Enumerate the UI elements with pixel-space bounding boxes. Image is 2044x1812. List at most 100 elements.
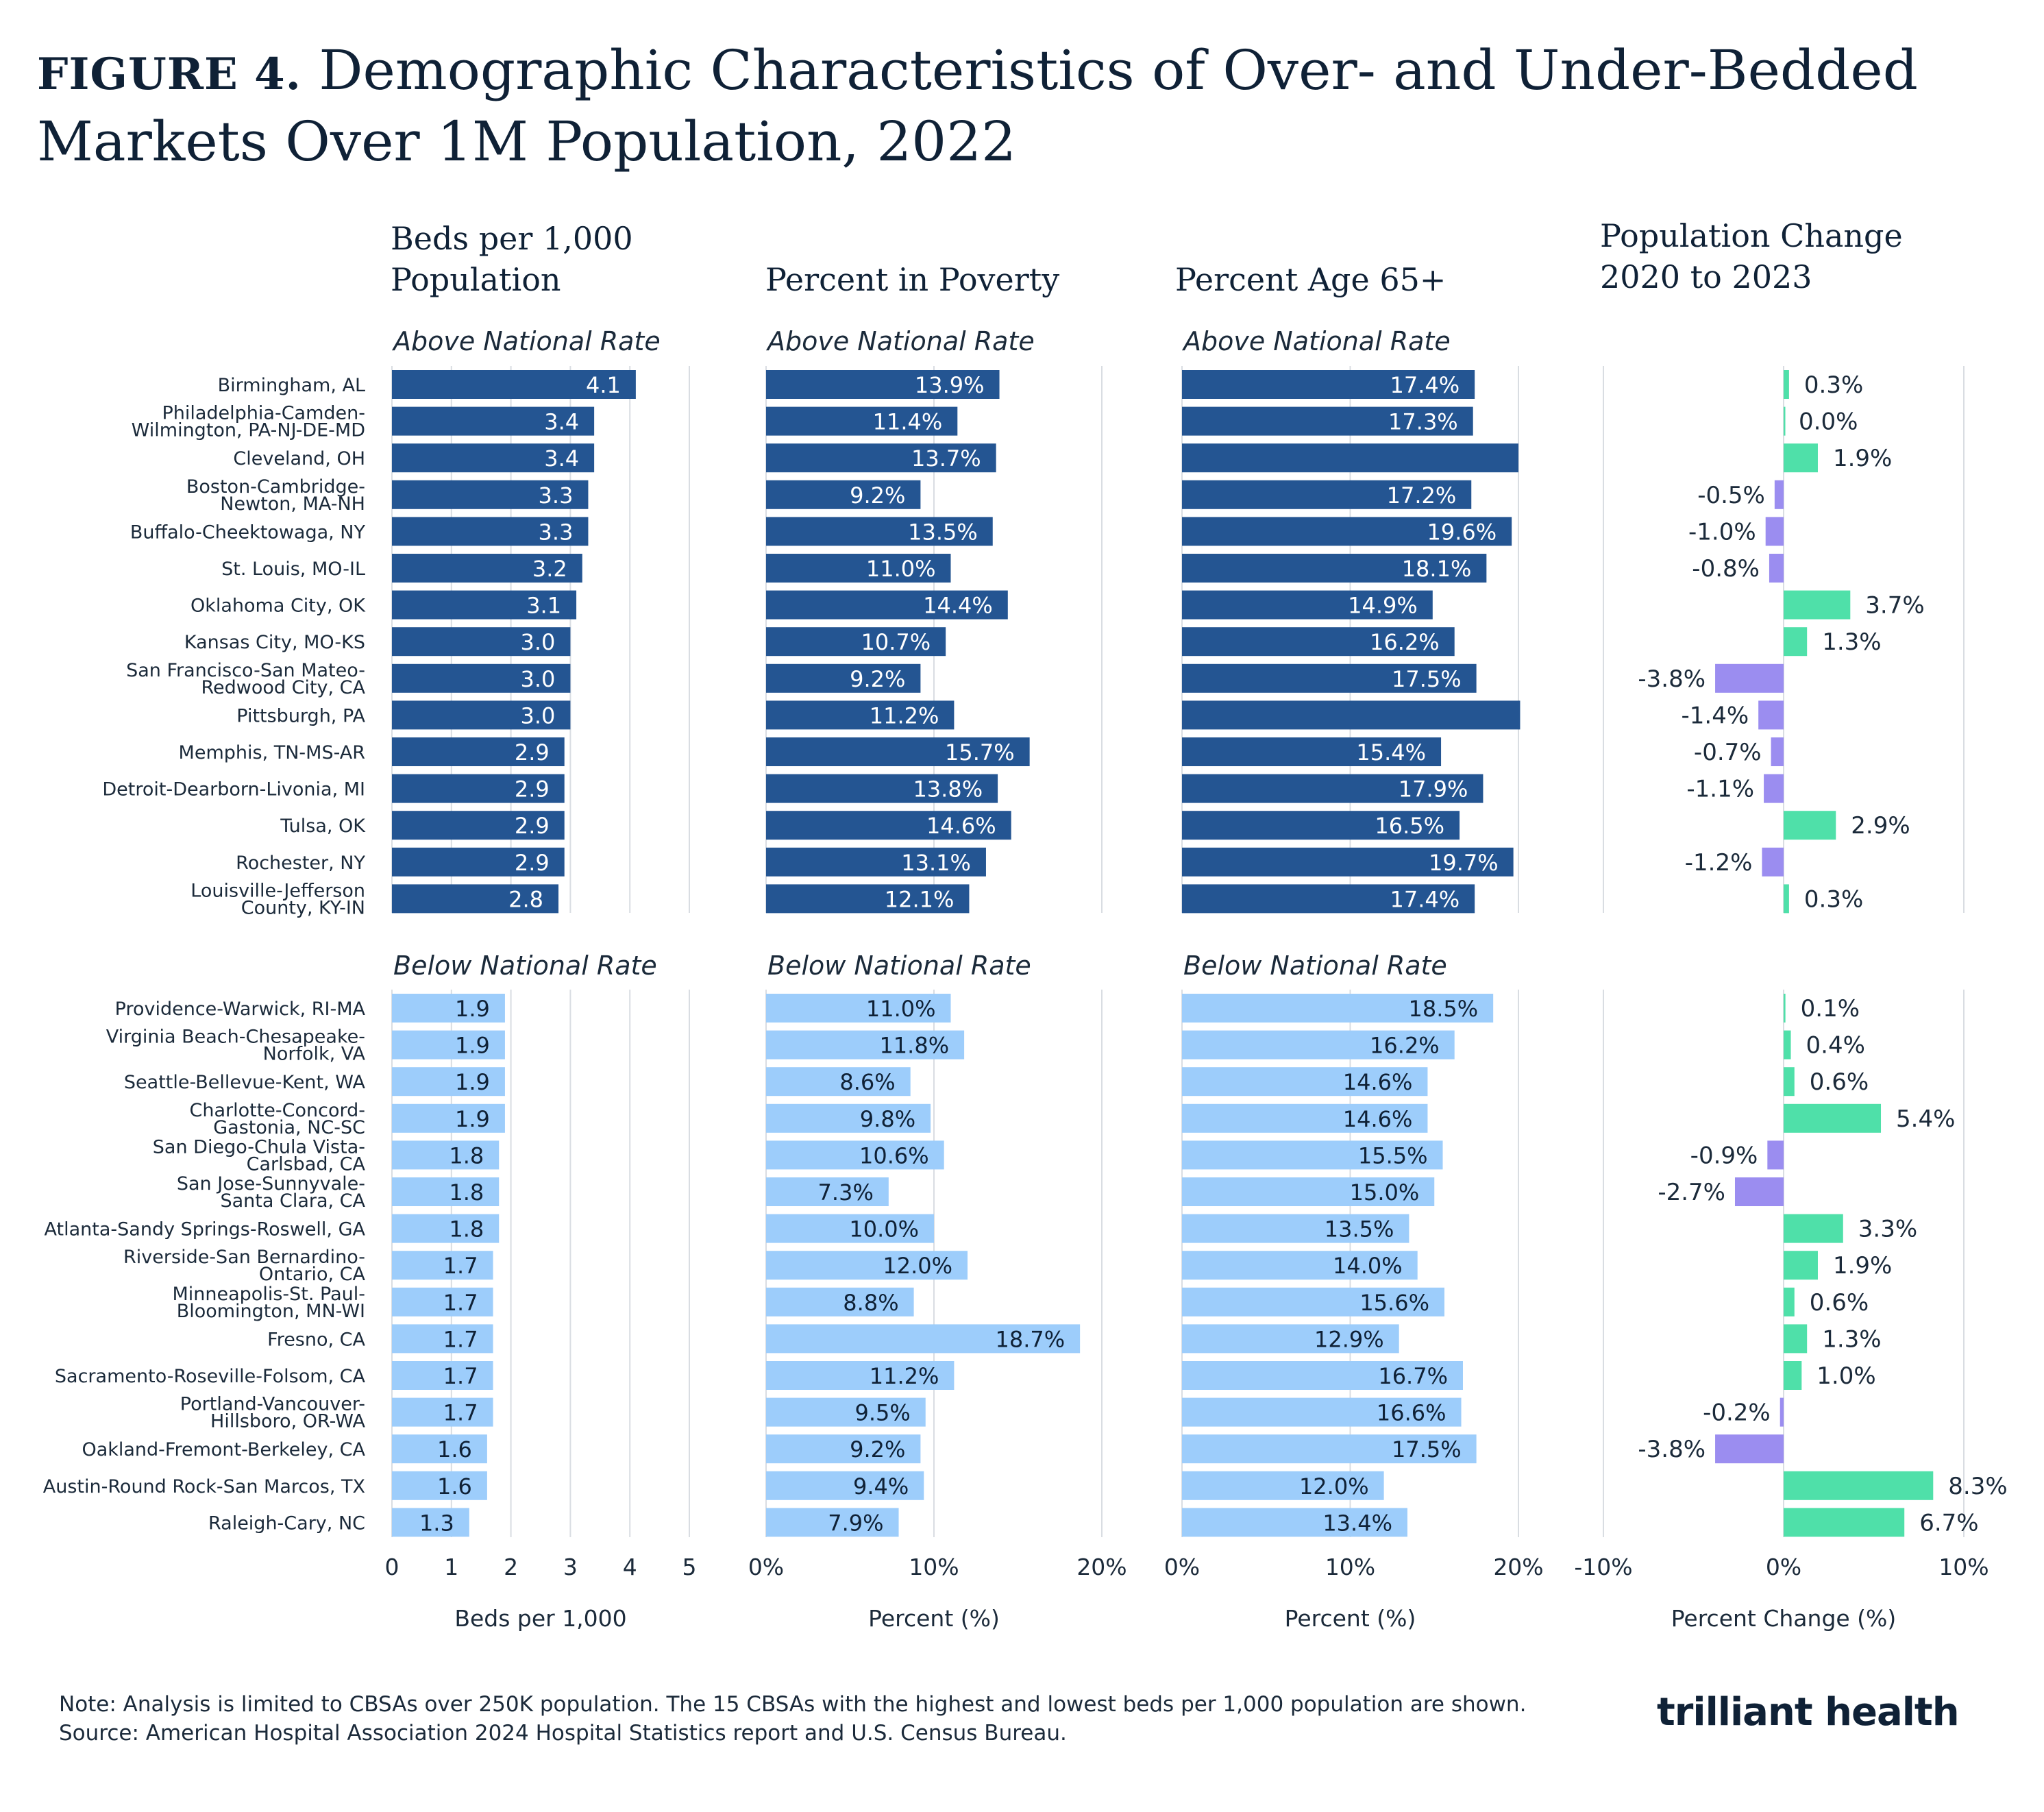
bar	[1182, 1434, 1477, 1464]
data-label: 2.8	[508, 886, 543, 912]
data-label: -0.5%	[1697, 482, 1765, 509]
bar	[1784, 1067, 1795, 1097]
bar	[1182, 480, 1472, 509]
category-label: Birmingham, AL	[218, 375, 365, 396]
data-label: 1.8	[449, 1179, 484, 1205]
data-label: 14.0%	[1333, 1253, 1403, 1279]
data-label: 1.0%	[1817, 1362, 1875, 1390]
category-label: Norfolk, VA	[263, 1044, 366, 1065]
category-label: Riverside-San Bernardino-	[123, 1247, 365, 1268]
data-label: 16.7%	[1378, 1363, 1448, 1389]
data-label: 9.2%	[850, 666, 905, 692]
data-label: 15.6%	[1359, 1290, 1429, 1316]
bar	[1771, 737, 1784, 766]
bar	[1182, 1030, 1455, 1060]
data-label: 13.4%	[1322, 1510, 1392, 1536]
category-label: Hillsboro, OR-WA	[210, 1411, 366, 1432]
data-label: -3.8%	[1638, 665, 1706, 693]
category-label: Providence-Warwick, RI-MA	[115, 999, 366, 1020]
bar	[766, 1361, 955, 1390]
bar	[766, 1103, 931, 1133]
data-label: 3.2	[532, 556, 567, 582]
data-label: 1.7	[443, 1400, 478, 1426]
source-text: Source: American Hospital Association 20…	[59, 1721, 1067, 1746]
bar	[1182, 370, 1475, 399]
bar	[1765, 517, 1784, 546]
bar	[392, 627, 571, 657]
bar	[1182, 994, 1494, 1023]
x-tick-label: 10%	[1325, 1554, 1375, 1580]
data-label: 17.9%	[1399, 776, 1468, 803]
category-label: Minneapolis-St. Paul-	[172, 1284, 365, 1305]
data-label: 1.7	[443, 1253, 478, 1279]
data-label: 16.2%	[1370, 629, 1440, 655]
category-label: Carlsbad, CA	[247, 1153, 366, 1175]
bar	[392, 480, 589, 509]
bar	[1182, 1251, 1418, 1280]
data-label: 1.9	[455, 1106, 490, 1132]
bar	[766, 663, 921, 693]
bar	[392, 1140, 500, 1170]
data-label: 17.4%	[1390, 886, 1460, 912]
bar	[1182, 554, 1487, 583]
panel-title-beds: Beds per 1,000 Population	[391, 220, 633, 298]
bar	[392, 1471, 487, 1500]
figure-label: FIGURE 4.	[37, 49, 301, 100]
data-label: 19.7%	[1429, 850, 1499, 876]
data-label: 11.0%	[866, 996, 936, 1022]
bar	[1784, 627, 1808, 657]
data-label: 2.9	[515, 813, 550, 839]
bar	[1182, 1471, 1384, 1500]
bar	[392, 1177, 500, 1206]
bar	[1784, 994, 1786, 1023]
bar	[766, 627, 946, 657]
bar	[766, 884, 970, 914]
bar	[766, 590, 1008, 620]
figure-title: FIGURE 4. Demographic Characteristics of…	[37, 37, 1997, 175]
bar	[1784, 370, 1789, 399]
data-label: 3.0	[521, 702, 556, 729]
bar	[392, 737, 565, 766]
data-label: 13.7%	[911, 445, 981, 472]
data-label: 17.3%	[1388, 409, 1458, 435]
data-label: 19.6%	[1427, 519, 1497, 545]
bar	[392, 847, 565, 877]
bar	[392, 1030, 505, 1060]
x-tick-label: 0%	[748, 1554, 784, 1580]
bar	[1784, 443, 1818, 473]
bar	[1182, 443, 1518, 473]
data-label: 17.5%	[1392, 666, 1462, 692]
group-header: Below National Rate	[1183, 951, 1447, 981]
data-label: 6.7%	[1919, 1509, 1978, 1536]
data-label: 2.9%	[1851, 812, 1910, 840]
note-text: Note: Analysis is limited to CBSAs over …	[59, 1692, 1527, 1717]
category-label: Santa Clara, CA	[220, 1190, 365, 1212]
data-label: 10.7%	[861, 629, 931, 655]
bar	[392, 994, 505, 1023]
bar	[1762, 847, 1784, 877]
data-label: 14.6%	[926, 813, 996, 839]
bar	[1182, 1140, 1443, 1170]
chart-area: 0 1 2 3 4 5 Beds per 1,000 Above National Rate 4…	[43, 326, 2008, 1632]
bar	[1182, 1214, 1409, 1243]
bar	[392, 663, 571, 693]
bar	[766, 480, 921, 509]
bar	[1182, 406, 1473, 436]
bar	[392, 517, 589, 546]
bar	[766, 554, 951, 583]
bar	[392, 884, 559, 914]
x-tick-label: 10%	[909, 1554, 959, 1580]
x-axis-label: Percent (%)	[868, 1605, 1000, 1632]
data-label: 4.1	[586, 372, 621, 398]
bar	[766, 774, 998, 803]
category-label: Gastonia, NC-SC	[213, 1117, 365, 1138]
bar	[1182, 1397, 1462, 1427]
bar	[1784, 1361, 1802, 1390]
x-tick-label: 0%	[1766, 1554, 1801, 1580]
data-label: 11.2%	[870, 1363, 939, 1389]
category-label: Portland-Vancouver-	[180, 1394, 365, 1415]
bar	[1780, 1397, 1784, 1427]
data-label: 0.6%	[1810, 1068, 1869, 1096]
data-label: 10.6%	[859, 1142, 929, 1168]
category-label: Bloomington, MN-WI	[177, 1301, 365, 1322]
